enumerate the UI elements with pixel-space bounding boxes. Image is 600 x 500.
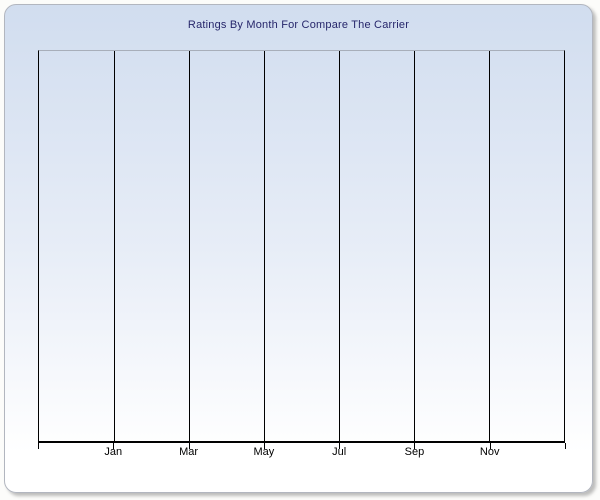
- x-gridline: [114, 51, 115, 441]
- x-gridline: [489, 51, 490, 441]
- x-axis-tick-label: Nov: [479, 446, 500, 458]
- x-axis-tick: [489, 443, 491, 449]
- chart-panel: Ratings By Month For Compare The Carrier…: [4, 4, 593, 493]
- x-gridline: [339, 51, 340, 441]
- plot-area: [38, 50, 565, 443]
- x-gridline: [414, 51, 415, 441]
- x-gridline: [189, 51, 190, 441]
- x-axis-tick: [339, 443, 341, 449]
- x-axis-tick-label: Jul: [332, 446, 347, 458]
- x-axis-tick-label: Mar: [179, 446, 199, 458]
- x-axis-tick: [38, 443, 39, 449]
- x-axis-tick: [113, 443, 115, 449]
- chart-title: Ratings By Month For Compare The Carrier: [187, 19, 410, 31]
- x-axis-tick: [263, 443, 265, 449]
- x-axis-tick: [188, 443, 190, 449]
- x-axis-tick-label: Sep: [404, 446, 425, 458]
- x-axis-tick: [565, 443, 566, 449]
- x-axis-tick-label: Jan: [104, 446, 123, 458]
- x-axis-tick: [414, 443, 416, 449]
- x-axis-tick-label: May: [253, 446, 275, 458]
- x-gridline: [264, 51, 265, 441]
